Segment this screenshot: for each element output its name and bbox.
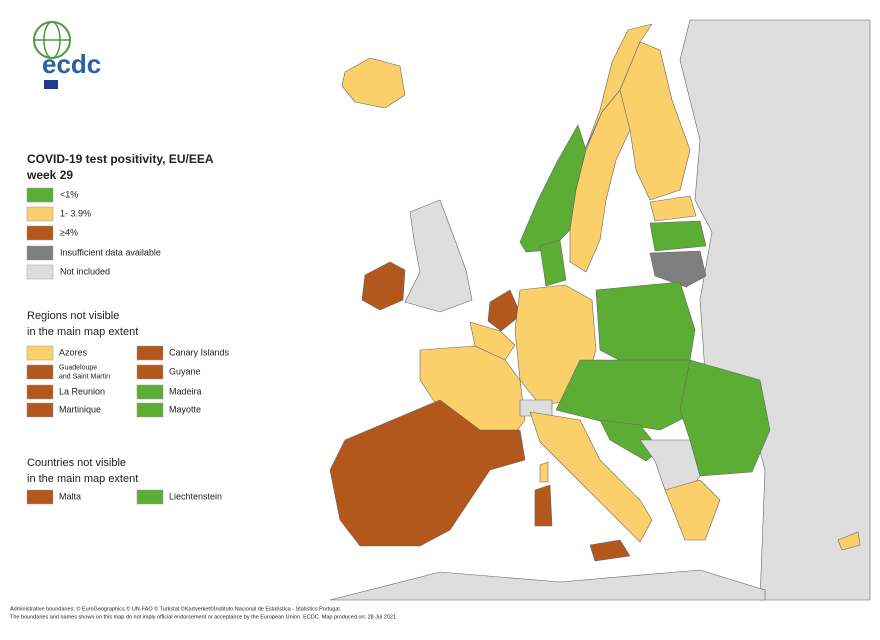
country-label: Malta [59,491,81,501]
logo-text: ecdc [42,49,101,79]
sardinia [534,484,553,527]
legend-swatch [136,345,164,361]
legend-label: 1- 3.9% [60,208,91,218]
legend-swatch [26,206,54,222]
region-label: Madeira [169,386,202,396]
legend-swatch [26,187,54,203]
region-label: Martinique [59,404,101,414]
iberia [329,399,526,547]
section-header: in the main map extent [27,473,138,485]
cyprus [837,531,861,551]
lithuania [649,250,707,288]
ireland [361,261,406,311]
legend-label: Not included [60,266,110,276]
region-label: and Saint Martin [59,373,110,380]
legend-label: Insufficient data available [60,247,161,257]
iceland [341,57,406,109]
legend: COVID-19 test positivity, EU/EEA week 29 <… [26,152,230,505]
legend-swatch [26,364,54,380]
corsica [539,461,549,483]
legend-swatch [26,489,54,505]
section-header: Countries not visible [27,457,126,469]
finland [619,41,691,201]
legend-title: week 29 [26,168,73,182]
romania-bulgaria [679,359,771,477]
poland [595,281,696,367]
estonia [649,195,697,222]
latvia [649,220,707,252]
region-label: Azores [59,347,88,357]
footer: Administrative boundaries: © EuroGeograp… [10,605,396,620]
legend-label: ≥4% [60,227,78,237]
eu-flag [44,80,58,89]
legend-swatch [136,384,164,400]
legend-swatch [26,384,54,400]
africa [329,569,766,601]
map [329,19,871,601]
footer-text: Administrative boundaries: © EuroGeograp… [10,605,342,612]
region-label: Canary Islands [169,347,230,357]
footer-text: The boundaries and names shown on this m… [10,614,396,620]
legend-swatch [26,245,54,261]
legend-swatch [136,489,164,505]
denmark [539,239,567,287]
region-label: Guadeloupe [59,364,97,371]
uk [404,199,473,313]
sicily [589,539,631,562]
country-label: Liechtenstein [169,491,222,501]
section-header: in the main map extent [27,326,138,338]
legend-swatch [26,345,54,361]
section-header: Regions not visible [27,310,119,322]
belgium [469,321,516,361]
region-label: Guyane [169,366,201,376]
region-label: Mayotte [169,404,201,414]
greece [664,479,721,541]
legend-title: COVID-19 test positivity, EU/EEA [27,152,214,166]
italy [529,411,653,543]
legend-swatch [26,402,54,418]
netherlands [487,289,522,332]
legend-label: <1% [60,189,78,199]
legend-swatch [26,264,54,280]
legend-swatch [136,364,164,380]
legend-swatch [26,225,54,241]
region-label: La Reunion [59,386,105,396]
logo: ecdc [33,21,101,89]
legend-swatch [136,402,164,418]
